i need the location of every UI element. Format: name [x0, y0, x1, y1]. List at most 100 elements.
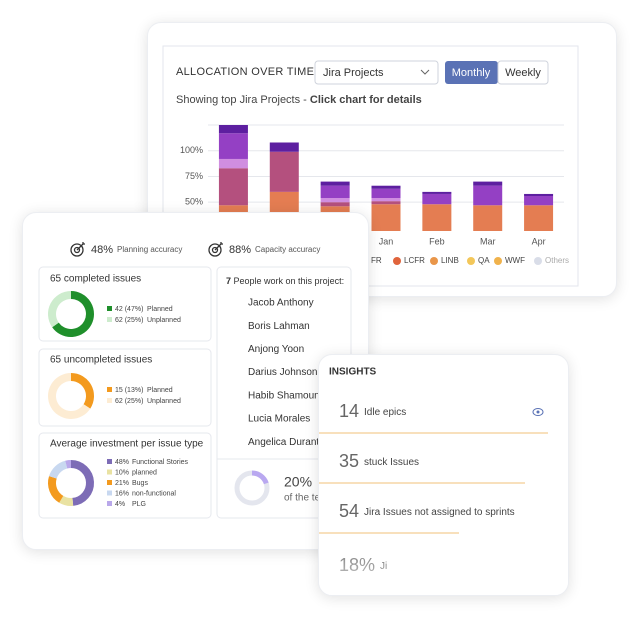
person-name: Boris Lahman — [248, 321, 310, 332]
y-tick-label: 100% — [180, 145, 203, 155]
insights-card: INSIGHTS 14 Idle epics 35 stuck Issues 54 Jir… — [318, 354, 569, 596]
legend-swatch — [107, 459, 112, 464]
toggle[interactable] — [497, 60, 549, 85]
legend-label: WWF — [505, 256, 525, 265]
x-tick-label: Mar — [480, 236, 496, 246]
legend-value: 4% — [115, 501, 125, 508]
toggle-label[interactable]: Monthly — [452, 67, 491, 79]
legend-name: Unplanned — [147, 317, 181, 324]
subtitle-emphasis: Click chart for details — [310, 94, 422, 106]
insight-label: Idle epics — [364, 407, 406, 418]
legend-swatch — [107, 501, 112, 506]
legend-value: 16% — [115, 490, 129, 497]
legend-dot — [393, 257, 401, 265]
fade — [319, 541, 568, 595]
legend-label: FR — [371, 256, 382, 265]
donut-segment — [52, 291, 94, 337]
people-title: 7 People work on this project: — [226, 276, 344, 286]
legend-name: Functional Stories — [132, 459, 189, 466]
legend-name: non-functional — [132, 490, 176, 497]
insight-value: 14 — [339, 401, 359, 421]
person-name: Jacob Anthony — [248, 298, 314, 309]
donut-segment — [48, 373, 91, 419]
legend-label: LCFR — [404, 256, 425, 265]
legend-value: 42 (47%) — [115, 306, 143, 313]
donut-segment — [49, 460, 68, 479]
insights-title: INSIGHTS — [329, 367, 377, 378]
subtitle-text: Showing top Jira Projects - — [176, 94, 310, 106]
chevron — [420, 69, 430, 75]
legend-name: Planned — [147, 306, 173, 313]
legend-swatch — [107, 398, 112, 403]
accuracy-label: Capacity accuracy — [255, 245, 320, 254]
person-name: Habib Shamoun — [248, 390, 320, 401]
box — [38, 432, 212, 519]
bar-segment — [218, 158, 248, 169]
bar-segment — [218, 133, 248, 159]
bar-segment — [422, 193, 452, 205]
legend-name: Planned — [147, 387, 173, 394]
insight-value: 54 — [339, 501, 359, 521]
insight-label: stuck Issues — [364, 457, 419, 468]
panel — [162, 45, 579, 287]
team-text: of the te — [284, 493, 321, 504]
toggle-active[interactable] — [445, 61, 498, 84]
bar-segment — [320, 202, 350, 207]
box-title: 65 uncompleted issues — [50, 355, 152, 366]
x-tick-label: Feb — [429, 236, 445, 246]
target-icon — [73, 246, 81, 254]
bar-segment — [473, 185, 503, 206]
x-tick-label: Jan — [379, 236, 394, 246]
dropdown-value[interactable]: Jira Projects — [323, 67, 384, 79]
target-arrow — [214, 242, 223, 251]
box-title: Average investment per issue type — [50, 439, 204, 450]
insights-svg: INSIGHTS 14 Idle epics 35 stuck Issues 54 Jir… — [319, 367, 568, 595]
legend-swatch — [107, 480, 112, 485]
box — [38, 266, 212, 342]
team-segment — [251, 470, 269, 485]
people-count: 7 — [226, 276, 231, 286]
legend-value: 15 (13%) — [115, 387, 143, 394]
bar-segment — [371, 198, 401, 202]
bar-segment — [218, 168, 248, 206]
legend-label: LINB — [441, 256, 459, 265]
bar-segment — [320, 185, 350, 199]
donut-segment — [48, 476, 64, 503]
legend-dot — [430, 257, 438, 265]
eye-icon[interactable] — [532, 408, 544, 416]
accuracy-label: Planning accuracy — [117, 245, 182, 254]
legend-value: 62 (25%) — [115, 398, 143, 405]
legend-label: Others — [545, 256, 569, 265]
legend-value: 48% — [115, 459, 129, 466]
issues-card: 65 completed issues 65 uncompleted issue… — [22, 212, 369, 550]
insight: 54 Jira Issues not assigned to sprints — [339, 501, 515, 521]
team-value: 20% — [284, 474, 312, 490]
allocation-svg: ALLOCATION OVER TIME BY Jira Projects Mo… — [162, 45, 579, 287]
legend-swatch — [107, 469, 112, 475]
legend-swatch — [107, 306, 112, 311]
bar-segment — [473, 181, 503, 186]
bar-segment — [422, 204, 452, 231]
dropdown[interactable] — [314, 60, 439, 85]
target-icon — [70, 243, 84, 257]
bar-segment — [524, 196, 554, 206]
accuracy-value: 88% — [229, 244, 251, 256]
target-icon — [211, 246, 219, 254]
legend-value: 62 (25%) — [115, 317, 143, 324]
legend-name: planned — [132, 469, 157, 476]
legend-name: PLG — [132, 501, 146, 508]
bar-segment — [320, 181, 350, 186]
x-tick-label: Apr — [532, 236, 546, 246]
bar-segment — [422, 191, 452, 194]
toggle-label[interactable]: Weekly — [505, 67, 541, 79]
donut-segment — [65, 460, 72, 469]
legend-dot — [467, 257, 475, 265]
legend-dot — [494, 257, 502, 265]
legend-swatch — [107, 317, 112, 322]
person-name: Angelica Durante — [248, 437, 325, 448]
issues-svg: 65 completed issues 65 uncompleted issue… — [38, 242, 352, 519]
donut-segment — [70, 373, 94, 409]
insight-label: Jira Issues not assigned to sprints — [364, 507, 515, 518]
insight-value: 35 — [339, 451, 359, 471]
bar-segment — [524, 205, 554, 231]
